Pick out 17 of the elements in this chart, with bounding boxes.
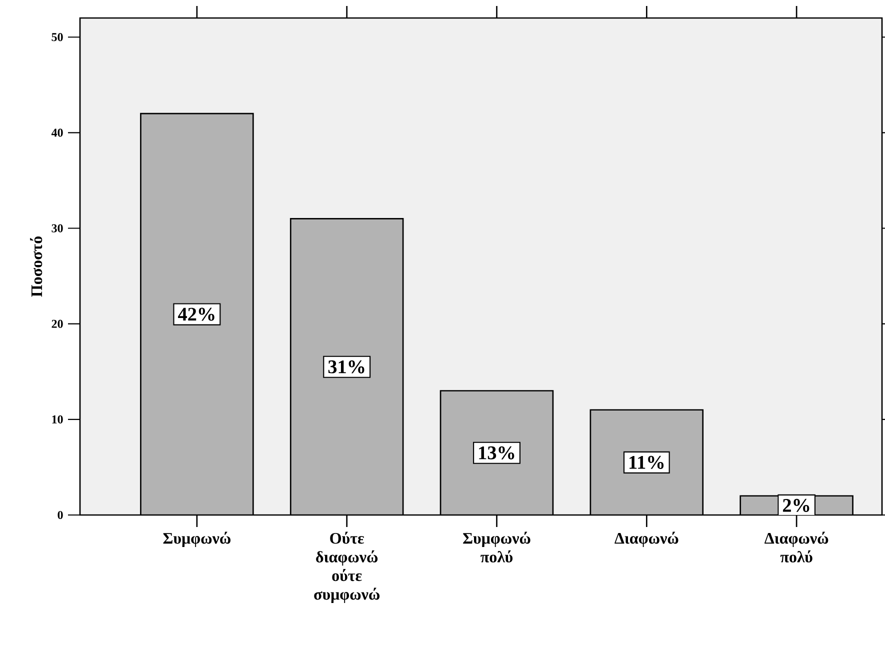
data-label: 11% [630,456,664,469]
y-tick-label: 50 [52,33,63,42]
data-label: 42% [178,308,214,321]
y-tick-label: 30 [52,224,63,232]
data-label: 2% [782,498,810,512]
data-label: 31% [328,360,364,374]
y-tick-label: 10 [52,415,63,424]
x-tick-label: Συμφωνώ [163,532,230,548]
y-tick-label: 0 [58,510,63,520]
data-label: 13% [479,446,514,460]
x-tick-label: Διαφωνώ πολύ [764,532,828,562]
x-tick-label: Ούτε διαφωνώ ούτε συμφωνώ [314,532,380,604]
x-tick-label: Διαφωνώ [614,532,678,548]
y-axis-title: Ποσοστό [30,236,42,297]
x-tick-label: Συμφωνώ πολύ [463,532,530,562]
y-tick-label: 20 [52,320,63,328]
y-tick-label: 40 [51,128,63,137]
